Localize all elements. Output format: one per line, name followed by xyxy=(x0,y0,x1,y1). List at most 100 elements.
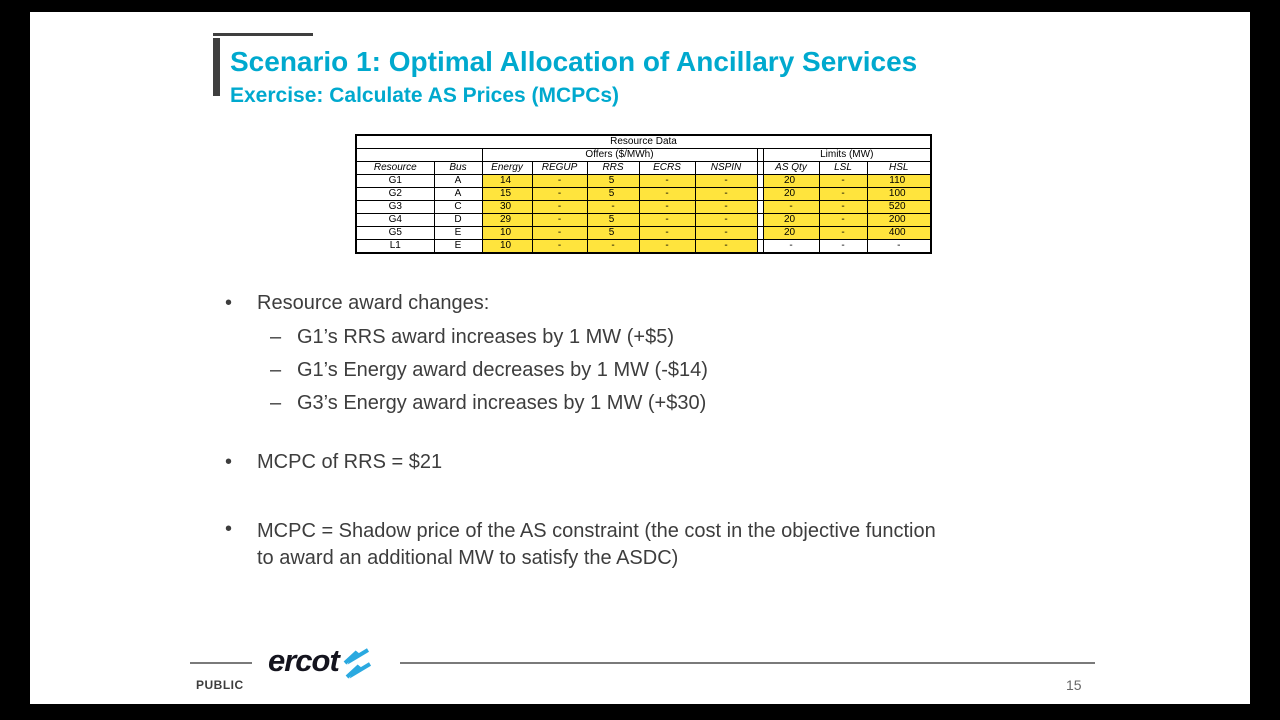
limits-group-header: Limits (MW) xyxy=(762,148,932,162)
table-row: L1 E 10- - - - - - - xyxy=(355,239,932,254)
table-cell: 30 xyxy=(481,200,533,214)
sub-bullet-text: G1’s Energy award decreases by 1 MW (-$1… xyxy=(297,359,708,381)
column-header: HSL xyxy=(866,161,932,175)
footer-divider-left xyxy=(190,662,252,664)
table-cell: E xyxy=(433,226,483,240)
table-cell: 200 xyxy=(866,213,932,227)
lightning-bolt-icon xyxy=(343,648,371,679)
table-cell: 20 xyxy=(762,187,820,201)
table-cell: G5 xyxy=(355,226,435,240)
table-cell: L1 xyxy=(355,239,435,254)
table-row: G2 A 15-5- -20-100 xyxy=(355,187,932,201)
table-cell: - xyxy=(638,187,696,201)
table-row: G4 D 29-5- -20-200 xyxy=(355,213,932,227)
column-header: RRS xyxy=(586,161,640,175)
bullet-mcpc-definition: • MCPC = Shadow price of the AS constrain… xyxy=(225,518,936,572)
column-header: Energy xyxy=(481,161,533,175)
table-cell: - xyxy=(818,200,868,214)
table-cell: - xyxy=(531,213,588,227)
column-header: LSL xyxy=(818,161,868,175)
bullet-resource-award-changes: • Resource award changes: xyxy=(225,292,489,315)
table-cell: - xyxy=(638,239,696,254)
dash-icon: – xyxy=(270,392,282,414)
page-subtitle: Exercise: Calculate AS Prices (MCPCs) xyxy=(230,84,620,107)
table-cell: - xyxy=(531,239,588,254)
table-cell: 20 xyxy=(762,174,820,188)
bullet-icon: • xyxy=(225,451,233,473)
table-cell: 110 xyxy=(866,174,932,188)
title-accent-line xyxy=(213,33,313,36)
table-cell: - xyxy=(531,200,588,214)
sub-bullet-g1-energy: – G1’s Energy award decreases by 1 MW (-$… xyxy=(270,359,708,382)
ercot-logo-text: ercot xyxy=(268,643,340,678)
table-cell: 20 xyxy=(762,213,820,227)
resource-data-table: Resource Data Offers ($/MWh) Limits (MW)… xyxy=(355,134,932,254)
table-row: G1 A 14-5- -20-110 xyxy=(355,174,932,188)
slide: Scenario 1: Optimal Allocation of Ancill… xyxy=(30,12,1250,704)
table-cell: - xyxy=(586,200,640,214)
classification-label: PUBLIC xyxy=(196,678,244,692)
bullet-mcpc-rrs: • MCPC of RRS = $21 xyxy=(225,451,442,474)
bullet-text: MCPC = Shadow price of the AS constraint… xyxy=(257,520,936,569)
table-cell: - xyxy=(762,200,820,214)
table-cell: - xyxy=(531,187,588,201)
table-title: Resource Data xyxy=(355,134,932,149)
table-cell: - xyxy=(694,239,758,254)
table-cell: A xyxy=(433,174,483,188)
table-cell: 29 xyxy=(481,213,533,227)
table-cell: 5 xyxy=(586,213,640,227)
table-cell: - xyxy=(638,200,696,214)
table-cell: - xyxy=(694,187,758,201)
table-column-header-row: Resource Bus Energy REGUP RRS ECRS NSPIN AS Qty… xyxy=(355,161,932,175)
column-header: NSPIN xyxy=(694,161,758,175)
bullet-icon: • xyxy=(225,292,233,314)
sub-bullet-g3-energy: – G3’s Energy award increases by 1 MW (+$… xyxy=(270,392,706,415)
table-cell: - xyxy=(531,226,588,240)
page-number: 15 xyxy=(1066,677,1082,693)
table-cell: - xyxy=(694,200,758,214)
table-cell: - xyxy=(866,239,932,254)
table-cell: 15 xyxy=(481,187,533,201)
offers-group-header: Offers ($/MWh) xyxy=(481,148,758,162)
table-group-header-row: Offers ($/MWh) Limits (MW) xyxy=(355,148,932,162)
bullet-text: Resource award changes: xyxy=(257,292,490,314)
dash-icon: – xyxy=(270,326,282,348)
table-cell: 5 xyxy=(586,187,640,201)
bullet-icon: • xyxy=(225,518,233,540)
table-cell: - xyxy=(762,239,820,254)
table-cell: 14 xyxy=(481,174,533,188)
table-cell: 5 xyxy=(586,174,640,188)
sub-bullet-g1-rrs: – G1’s RRS award increases by 1 MW (+$5) xyxy=(270,326,674,349)
table-cell: 520 xyxy=(866,200,932,214)
table-cell: - xyxy=(694,226,758,240)
table-cell: - xyxy=(694,213,758,227)
table-cell: 10 xyxy=(481,226,533,240)
table-title-row: Resource Data xyxy=(355,134,932,149)
table-cell: - xyxy=(531,174,588,188)
page-title: Scenario 1: Optimal Allocation of Ancill… xyxy=(230,46,918,77)
table-cell: G1 xyxy=(355,174,435,188)
table-cell: - xyxy=(818,187,868,201)
table-cell: 10 xyxy=(481,239,533,254)
table-cell: - xyxy=(818,213,868,227)
footer-divider-right xyxy=(400,662,1095,664)
ercot-logo: ercot xyxy=(268,642,371,680)
table-cell: 5 xyxy=(586,226,640,240)
table-cell: G4 xyxy=(355,213,435,227)
column-header: Resource xyxy=(355,161,435,175)
table-cell: - xyxy=(586,239,640,254)
table-cell: - xyxy=(818,174,868,188)
table-cell: G2 xyxy=(355,187,435,201)
table-cell: - xyxy=(818,226,868,240)
blank-cell xyxy=(355,148,483,162)
table-cell: - xyxy=(638,213,696,227)
table-cell: - xyxy=(694,174,758,188)
column-header: Bus xyxy=(433,161,483,175)
dash-icon: – xyxy=(270,359,282,381)
table-cell: - xyxy=(638,174,696,188)
sub-bullet-text: G1’s RRS award increases by 1 MW (+$5) xyxy=(297,326,674,348)
column-header: REGUP xyxy=(531,161,588,175)
table-cell: C xyxy=(433,200,483,214)
table-row: G5 E 10-5- -20-400 xyxy=(355,226,932,240)
